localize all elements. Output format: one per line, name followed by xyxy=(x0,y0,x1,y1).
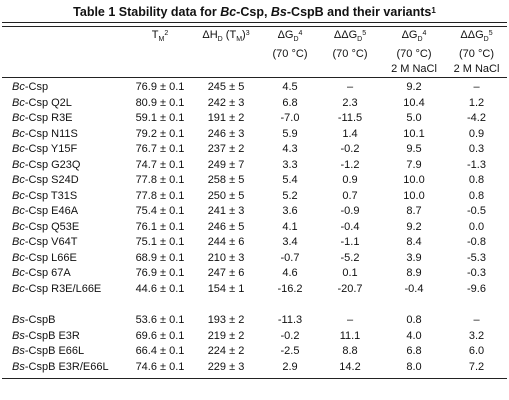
table-row: Bs-CspB E3R/E66L 74.6 ± 0.1 229 ± 3 2.9 14.2… xyxy=(12,360,485,373)
title-organism-bs: Bs xyxy=(270,5,287,19)
table-header: TM2 ΔHD (TM)3 ΔGD4 (70 °C) ΔΔGD5 (70 °C) Δ… xyxy=(2,28,507,78)
table-row: Bc-Csp N11S 79.2 ± 0.1 246 ± 3 5.9 1.4 10.1 0.… xyxy=(12,127,485,140)
stability-table: TM2 ΔHD (TM)3 ΔGD4 (70 °C) ΔΔGD5 (70 °C) Δ… xyxy=(2,28,507,380)
table-row: Bc-Csp G23Q 74.7 ± 0.1 249 ± 7 3.3 -1.2 7.9 -1… xyxy=(12,158,486,171)
table-row: Bc-Csp V64T 75.1 ± 0.1 244 ± 6 3.4 -1.1 8.4 -0… xyxy=(12,236,486,249)
table-row: Bc-Csp T31S 77.8 ± 0.1 250 ± 5 5.2 0.7 10.0 0.… xyxy=(12,189,485,202)
title-mid-2: -CspB and their variants xyxy=(286,5,432,19)
top-rule-2 xyxy=(2,26,507,27)
header-variant xyxy=(2,28,130,78)
table-row: Bc-Csp R3E 59.1 ± 0.1 191 ± 2 -7.0 -11.5 5.0-… xyxy=(12,112,486,125)
table-row: Bc-Csp Y15F 76.7 ± 0.1 237 ± 2 4.3 -0.2 9.5 0.… xyxy=(12,143,485,156)
table-row: Bc-Csp S24D 77.8 ± 0.1 258 ± 5 5.4 0.9 10.0 0.… xyxy=(12,174,485,187)
title-footnote-mark: 1 xyxy=(431,6,436,15)
table-row: Bs-CspB 53.6 ± 0.1 193 ± 2 -11.3–0.8– xyxy=(12,314,480,327)
table-row: Bs-CspB E66L 66.4 ± 0.1 224 ± 2 -2.5 8.8 6.8 6… xyxy=(12,345,485,358)
table-row: Bc-Csp 67A 76.9 ± 0.1 247 ± 6 4.6 0.1 8.9 -0.3 xyxy=(12,267,486,280)
header-dh: ΔHD (TM)3 xyxy=(202,29,250,44)
title-mid-1: -Csp, xyxy=(236,5,271,19)
table-row: Bc-Csp Q2L 80.9 ± 0.1 242 ± 3 6.8 2.3 10.4 1.2 xyxy=(12,96,485,109)
title-organism-bc: Bc xyxy=(220,5,237,19)
top-rule xyxy=(2,22,507,23)
table-row: Bc-Csp L66E 68.9 ± 0.1 210 ± 3 -0.7 -5.2 3.9-… xyxy=(12,251,486,264)
header-ddg-nacl: ΔΔGD5 (70 °C) 2 M NaCl xyxy=(453,29,500,76)
header-tm: TM2 xyxy=(151,29,169,44)
table-row: Bs-CspB E3R 69.6 ± 0.1 219 ± 2 -0.2 11.1 4.0 3… xyxy=(12,329,485,342)
table-body: Bc-Csp 76.9 ± 0.1 245 ± 5 4.5–9.2– Bc-Csp Q… xyxy=(2,77,507,380)
header-dg-nacl: ΔGD4 (70 °C) 2 M NaCl xyxy=(391,29,437,76)
table-row: Bc-Csp Q53E 76.1 ± 0.1 246 ± 5 4.1 -0.4 9.2 0.… xyxy=(12,220,485,233)
table-title: Table 1 Stability data for Bc-Csp, Bs-Cs… xyxy=(0,4,509,22)
group-spacer xyxy=(2,297,507,313)
title-prefix: Table 1 Stability data for xyxy=(73,5,221,19)
header-dg: ΔGD4 (70 °C) xyxy=(272,29,308,61)
table-row: Bc-Csp 76.9 ± 0.1 245 ± 5 4.5–9.2– xyxy=(12,81,480,94)
table-row: Bc-Csp R3E/L66E 44.6 ± 0.1 154 ± 1 -16.2 -20… xyxy=(12,282,486,295)
header-ddg: ΔΔGD5 (70 °C) xyxy=(332,29,368,61)
table-row: Bc-Csp E46A 75.4 ± 0.1 241 ± 3 3.6 -0.9 8.7 -0… xyxy=(12,205,486,218)
